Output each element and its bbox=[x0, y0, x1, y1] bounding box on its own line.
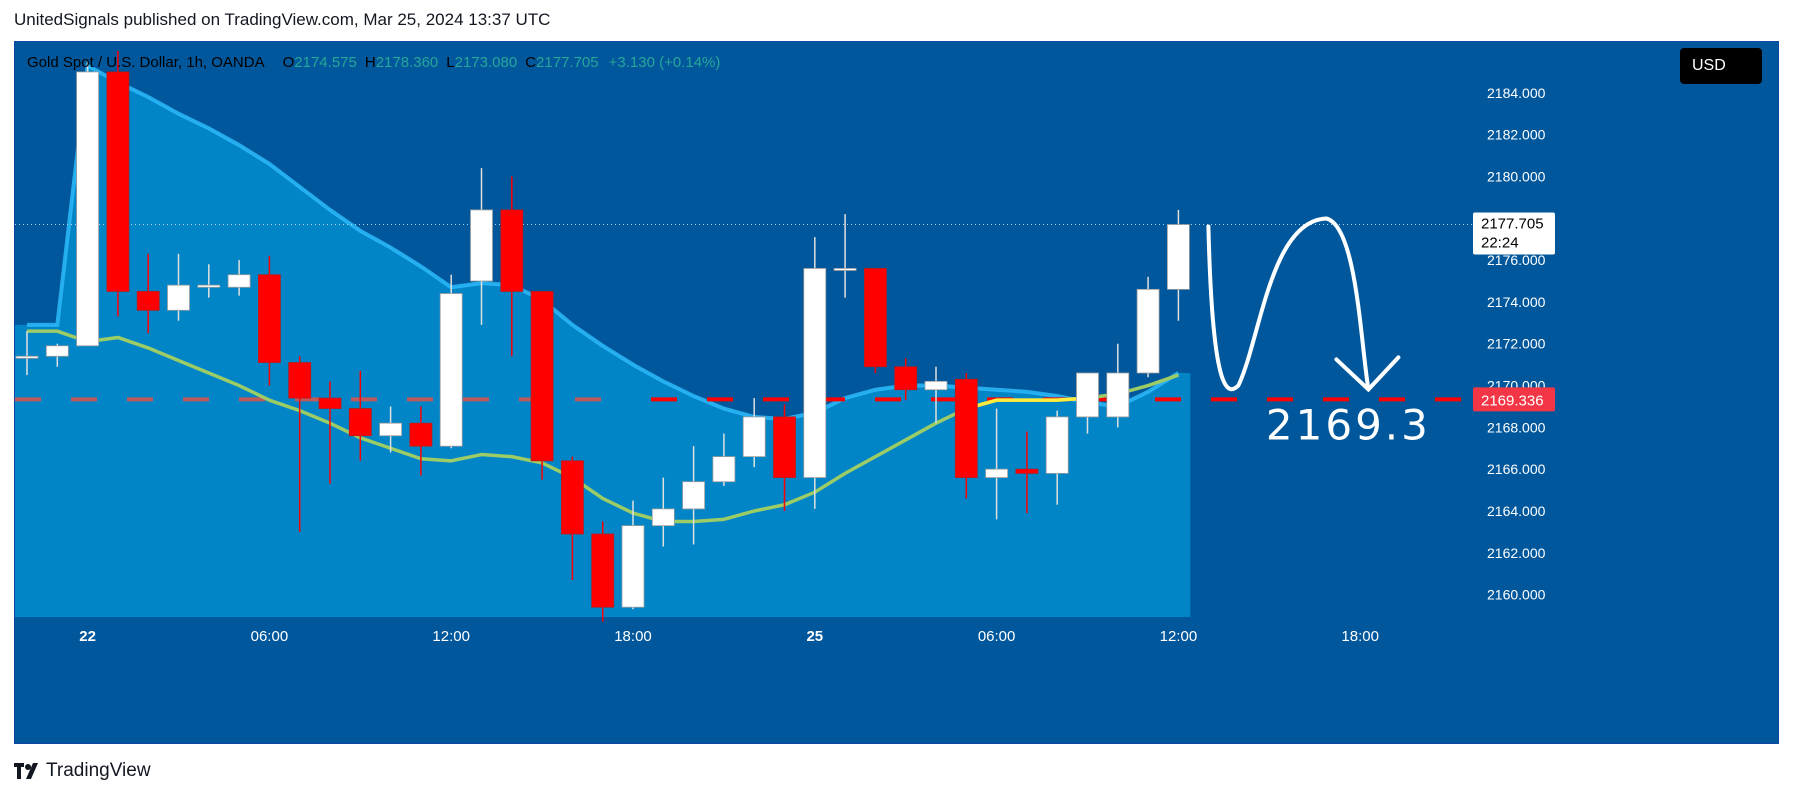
candle-body bbox=[924, 380, 948, 391]
projection-arrowhead bbox=[1334, 355, 1401, 393]
time-axis-strip bbox=[15, 617, 1473, 652]
candle-body bbox=[409, 422, 433, 447]
candle-body bbox=[985, 468, 1008, 478]
candle-body bbox=[833, 268, 857, 271]
candle-body bbox=[45, 345, 69, 357]
candle-body bbox=[76, 71, 99, 347]
candle-body bbox=[803, 268, 827, 478]
tradingview-logo[interactable]: TradingView bbox=[14, 760, 151, 782]
projection-curve bbox=[1206, 216, 1371, 392]
candle-body bbox=[682, 481, 705, 510]
x-tick-label: 12:00 bbox=[432, 628, 470, 645]
band-upper-line bbox=[27, 62, 1180, 422]
x-tick-label: 12:00 bbox=[1160, 628, 1198, 645]
y-tick-label: 2160.000 bbox=[1487, 587, 1546, 603]
low-key: L bbox=[446, 54, 455, 71]
x-tick-label: 25 bbox=[806, 628, 823, 645]
candle-body bbox=[257, 274, 281, 363]
candle-body bbox=[500, 209, 524, 292]
candle-body bbox=[1076, 372, 1099, 418]
ema-line-recent bbox=[965, 396, 1088, 411]
high-key: H bbox=[364, 54, 376, 71]
y-tick-label: 2168.000 bbox=[1487, 419, 1546, 435]
y-tick-label: 2172.000 bbox=[1487, 336, 1546, 352]
candle-body bbox=[136, 291, 160, 311]
candle-body bbox=[197, 284, 221, 288]
candle-body bbox=[742, 416, 766, 458]
x-tick-label: 06:00 bbox=[978, 628, 1016, 645]
last-price-tag bbox=[1473, 212, 1555, 255]
candle-body bbox=[288, 362, 312, 399]
candle-body bbox=[348, 408, 372, 437]
band-area bbox=[15, 65, 1191, 618]
high-value: 2178.360 bbox=[375, 54, 439, 71]
x-tick-label: 22 bbox=[79, 628, 96, 645]
y-tick-label: 2162.000 bbox=[1487, 545, 1546, 561]
y-tick-label: 2176.000 bbox=[1487, 252, 1546, 268]
y-tick-label: 2164.000 bbox=[1487, 503, 1546, 519]
ohlc-legend: Gold Spot / U.S. Dollar, 1h, OANDA O 2174… bbox=[27, 54, 720, 71]
candle-body bbox=[1045, 416, 1069, 474]
candle-body bbox=[561, 460, 584, 535]
x-tick-label: 06:00 bbox=[251, 628, 289, 645]
candle-body bbox=[106, 71, 130, 292]
candle-body bbox=[621, 525, 645, 608]
candle-body bbox=[651, 508, 675, 527]
candle-body bbox=[1106, 372, 1130, 418]
low-value: 2173.080 bbox=[454, 54, 518, 71]
close-value: 2177.705 bbox=[536, 54, 599, 71]
x-tick-label: 18:00 bbox=[1341, 628, 1379, 645]
level-price-tag bbox=[1473, 387, 1555, 412]
candle-body bbox=[530, 291, 554, 462]
y-tick-label: 2180.000 bbox=[1487, 168, 1546, 184]
candle-body bbox=[470, 209, 493, 282]
candle-body bbox=[712, 456, 736, 483]
candle-body bbox=[227, 274, 251, 288]
price-chart[interactable]: 2169.32184.0002182.0002180.0002178.00021… bbox=[15, 42, 1779, 744]
tradingview-logo-icon bbox=[14, 763, 38, 779]
level-price-tag-text: 2169.336 bbox=[1481, 392, 1544, 409]
change-value: +3.130 (+0.14%) bbox=[608, 54, 721, 71]
candle-body bbox=[591, 533, 615, 608]
candle-body bbox=[1167, 224, 1190, 290]
currency-button[interactable]: USD bbox=[1680, 48, 1762, 84]
candle-body bbox=[773, 416, 796, 478]
projection-label: 2169.3 bbox=[1266, 400, 1431, 449]
candle-body bbox=[318, 397, 342, 409]
open-key: O bbox=[282, 54, 295, 71]
y-tick-label: 2174.000 bbox=[1487, 294, 1546, 310]
publish-caption: UnitedSignals published on TradingView.c… bbox=[14, 10, 551, 29]
footer-brand-label: TradingView bbox=[46, 760, 151, 781]
y-tick-label: 2182.000 bbox=[1487, 127, 1546, 143]
candle-body bbox=[379, 422, 403, 437]
candle-body bbox=[15, 355, 39, 359]
candle-body bbox=[1015, 468, 1039, 474]
last-price-tag-price: 2177.705 bbox=[1481, 215, 1544, 232]
chart-panel[interactable]: 2169.32184.0002182.0002180.0002178.00021… bbox=[14, 41, 1779, 744]
close-key: C bbox=[525, 54, 537, 71]
candle-body bbox=[864, 268, 887, 368]
symbol-label: Gold Spot / U.S. Dollar, 1h, OANDA bbox=[27, 54, 265, 71]
x-tick-label: 18:00 bbox=[614, 628, 652, 645]
candle-body bbox=[894, 366, 918, 391]
candle-body bbox=[439, 293, 463, 447]
candle-body bbox=[1136, 288, 1160, 374]
open-value: 2174.575 bbox=[294, 54, 357, 71]
candle-body bbox=[954, 378, 978, 478]
y-tick-label: 2166.000 bbox=[1487, 461, 1546, 477]
candle-body bbox=[167, 284, 190, 311]
y-tick-label: 2184.000 bbox=[1487, 85, 1546, 101]
last-price-tag-countdown: 22:24 bbox=[1481, 234, 1519, 251]
